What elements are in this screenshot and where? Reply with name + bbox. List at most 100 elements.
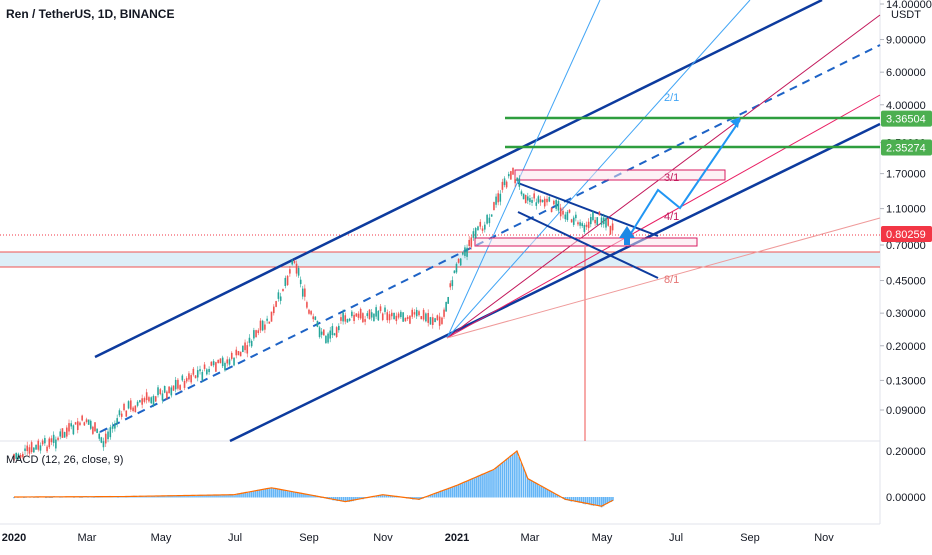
macd-bar <box>508 458 510 498</box>
candle-body <box>306 302 308 308</box>
candle-body <box>375 307 377 316</box>
candle-body <box>443 310 445 317</box>
macd-bar <box>597 497 599 505</box>
macd-bar <box>454 486 456 497</box>
candle-body <box>155 396 157 401</box>
time-tick-label: May <box>592 532 613 544</box>
candle-body <box>378 311 380 320</box>
candle-body <box>321 332 323 335</box>
candle-body <box>349 319 351 321</box>
candle-body <box>380 306 382 311</box>
macd-bar <box>497 466 499 498</box>
annotation-3-1: 3/1 <box>664 172 679 184</box>
candle-body <box>334 333 336 335</box>
macd-bar <box>195 496 197 498</box>
candle-body <box>121 414 123 417</box>
macd-bar <box>504 462 506 498</box>
macd-bar <box>269 488 271 497</box>
macd-bar <box>382 495 384 497</box>
candle-body <box>449 283 451 287</box>
candle-body <box>612 223 614 230</box>
candle-body <box>336 327 338 337</box>
candle-body <box>105 434 107 444</box>
candle-body <box>402 312 404 321</box>
macd-bar <box>255 491 257 498</box>
candle-body <box>141 398 143 404</box>
macd-bar <box>251 492 253 498</box>
candle-body <box>144 398 146 402</box>
candle-body <box>262 321 264 331</box>
candle-body <box>96 429 98 433</box>
macd-bar <box>432 495 434 498</box>
candle-body <box>48 439 50 448</box>
macd-bar <box>279 489 281 498</box>
candle-body <box>235 350 237 356</box>
candle-body <box>610 226 612 235</box>
macd-bar <box>265 489 267 497</box>
price-badge-label: 3.36504 <box>886 114 926 126</box>
candle-body <box>491 214 493 216</box>
macd-bar <box>531 480 533 497</box>
macd-bar <box>281 490 283 498</box>
candle-body <box>594 220 596 223</box>
macd-bar <box>541 486 543 498</box>
macd-bar <box>469 480 471 497</box>
macd-bar <box>512 455 514 498</box>
candle-body <box>86 419 88 422</box>
candle-body <box>275 301 277 307</box>
macd-bar <box>273 488 275 497</box>
macd-bar <box>438 492 440 497</box>
candle-body <box>240 352 242 357</box>
macd-bar <box>131 497 133 498</box>
candle-body <box>159 389 161 394</box>
macd-bar <box>529 480 531 498</box>
macd-bar <box>271 488 273 497</box>
macd-bar <box>290 491 292 497</box>
candle-body <box>132 408 134 411</box>
candle-body <box>128 401 130 408</box>
candle-body <box>40 445 42 450</box>
macd-bar <box>159 496 161 497</box>
candle-body <box>146 392 148 400</box>
candle-body <box>94 422 96 431</box>
macd-bar <box>259 490 261 497</box>
candle-body <box>548 197 550 202</box>
candle-body <box>351 312 353 316</box>
candle-body <box>588 222 590 228</box>
macd-tick-label: 0.00000 <box>886 492 926 504</box>
time-tick-label: Nov <box>814 532 834 544</box>
candle-body <box>44 438 46 443</box>
candle-body <box>123 404 125 410</box>
macd-bar <box>450 488 452 498</box>
candle-body <box>409 316 411 324</box>
candle-body <box>425 313 427 321</box>
candle-body <box>439 317 441 326</box>
time-tick-label: Nov <box>373 532 393 544</box>
candle-body <box>215 362 217 372</box>
time-tick-label: Sep <box>740 532 760 544</box>
macd-bar <box>514 453 516 498</box>
candle-body <box>53 435 55 443</box>
price-tick-label: 0.45000 <box>886 276 926 288</box>
price-tick-label: 6.00000 <box>886 67 926 79</box>
macd-bar <box>587 497 589 504</box>
candle-body <box>59 431 61 436</box>
macd-tick-label: 0.20000 <box>886 446 926 458</box>
macd-bar <box>551 492 553 497</box>
candle-body <box>260 321 262 331</box>
candle-body <box>427 313 429 323</box>
candle-body <box>57 438 59 440</box>
candle-body <box>135 406 137 413</box>
macd-bar <box>525 473 527 498</box>
candle-body <box>581 223 583 226</box>
candle-body <box>493 202 495 210</box>
candle-body <box>26 446 28 452</box>
candle-body <box>355 314 357 317</box>
candle-body <box>37 441 39 450</box>
candle-body <box>398 314 400 318</box>
candle-body <box>257 330 259 333</box>
candle-body <box>199 369 201 371</box>
candle-body <box>512 168 514 175</box>
